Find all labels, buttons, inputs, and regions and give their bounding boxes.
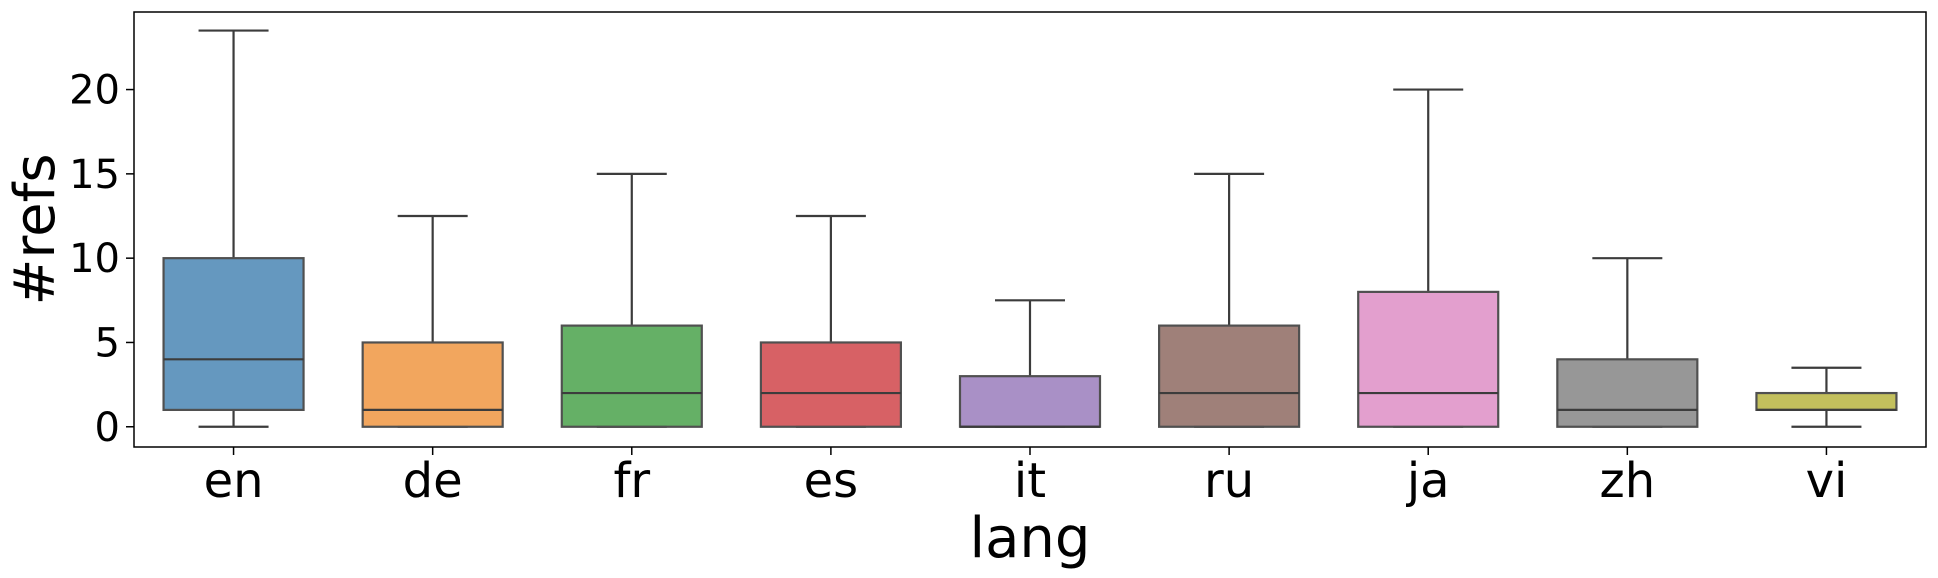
x-tick-label-vi: vi — [1806, 453, 1848, 509]
y-tick-label: 0 — [95, 405, 120, 451]
x-axis-title: lang — [970, 506, 1091, 571]
box-en — [162, 257, 305, 412]
x-tick-label-it: it — [1014, 453, 1046, 509]
x-tick-label-fr: fr — [613, 453, 650, 509]
y-tick-label: 5 — [95, 320, 120, 366]
y-tick-label: 15 — [69, 152, 120, 198]
x-tick-label-es: es — [804, 453, 859, 509]
box-zh — [1556, 358, 1699, 428]
box-es — [759, 341, 902, 428]
x-tick-label-zh: zh — [1600, 453, 1656, 509]
box-group-it — [958, 299, 1102, 428]
box-vi — [1755, 391, 1898, 412]
box-group-vi — [1755, 366, 1898, 428]
box-group-en — [162, 29, 305, 428]
box-de — [361, 341, 504, 428]
box-fr — [560, 324, 703, 428]
y-axis-title: #refs — [3, 153, 68, 305]
box-ja — [1357, 290, 1500, 428]
y-tick-label: 20 — [69, 68, 120, 114]
x-tick-label-en: en — [204, 453, 264, 509]
box-it — [958, 375, 1102, 428]
y-tick-label: 10 — [69, 236, 120, 282]
x-tick-label-ru: ru — [1204, 453, 1254, 509]
box-group-de — [361, 214, 504, 428]
box-group-es — [759, 214, 902, 428]
x-tick-label-ja: ja — [1406, 453, 1450, 509]
box-group-fr — [560, 172, 703, 428]
box-group-ja — [1357, 88, 1500, 428]
box-group-zh — [1556, 257, 1699, 428]
box-ru — [1158, 324, 1301, 428]
x-tick-label-de: de — [403, 453, 463, 509]
box-group-ru — [1158, 172, 1301, 428]
